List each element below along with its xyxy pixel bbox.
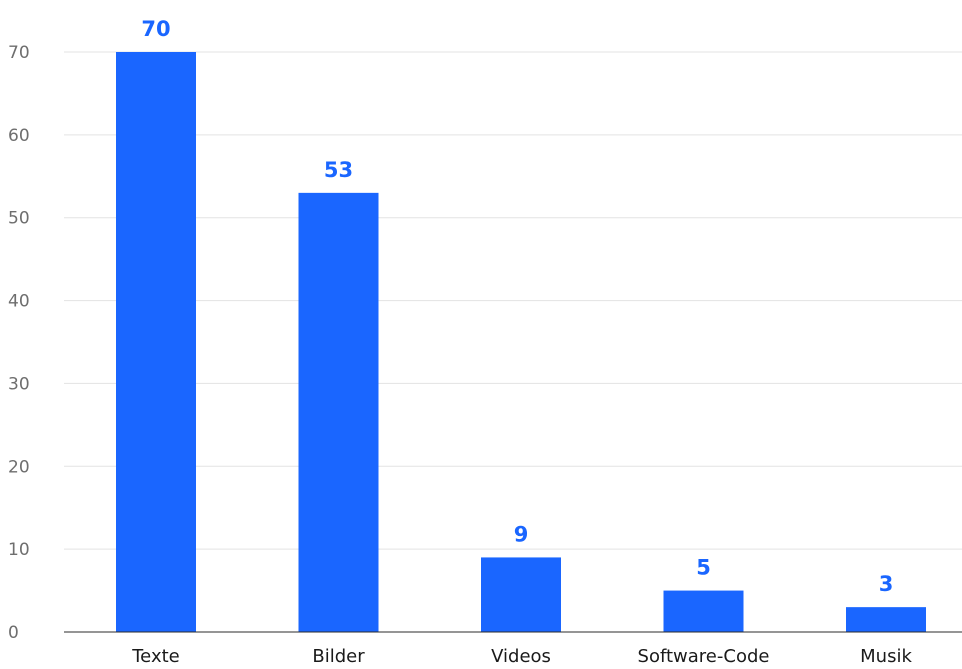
x-category-label: Texte <box>131 646 179 667</box>
y-tick-label: 20 <box>8 457 30 477</box>
bar-software-code <box>663 590 744 632</box>
bar-videos <box>481 557 561 632</box>
x-category-label: Musik <box>860 646 912 667</box>
bars <box>116 52 926 632</box>
data-label: 70 <box>141 17 170 41</box>
data-label: 3 <box>879 572 894 596</box>
y-tick-label: 0 <box>8 623 19 643</box>
x-category-label: Bilder <box>312 646 365 667</box>
bar-bilder <box>298 192 379 632</box>
bar-musik <box>846 607 926 632</box>
x-category-label: Software-Code <box>638 646 770 667</box>
y-tick-label: 40 <box>8 292 30 312</box>
bar-texte <box>116 52 196 632</box>
y-tick-label: 60 <box>8 126 30 146</box>
y-tick-label: 70 <box>8 43 30 63</box>
y-tick-label: 30 <box>8 374 30 394</box>
y-tick-label: 10 <box>8 540 30 560</box>
data-label: 9 <box>514 522 529 546</box>
y-tick-label: 50 <box>8 209 30 229</box>
data-label: 5 <box>696 556 711 580</box>
gridlines <box>64 51 962 550</box>
x-axis-category-labels: Texte Bilder Videos Software-Code Musik <box>131 646 912 667</box>
y-axis-tick-labels: 0 10 20 30 40 50 60 70 <box>8 43 30 643</box>
data-label: 53 <box>324 158 353 182</box>
x-category-label: Videos <box>491 646 551 667</box>
